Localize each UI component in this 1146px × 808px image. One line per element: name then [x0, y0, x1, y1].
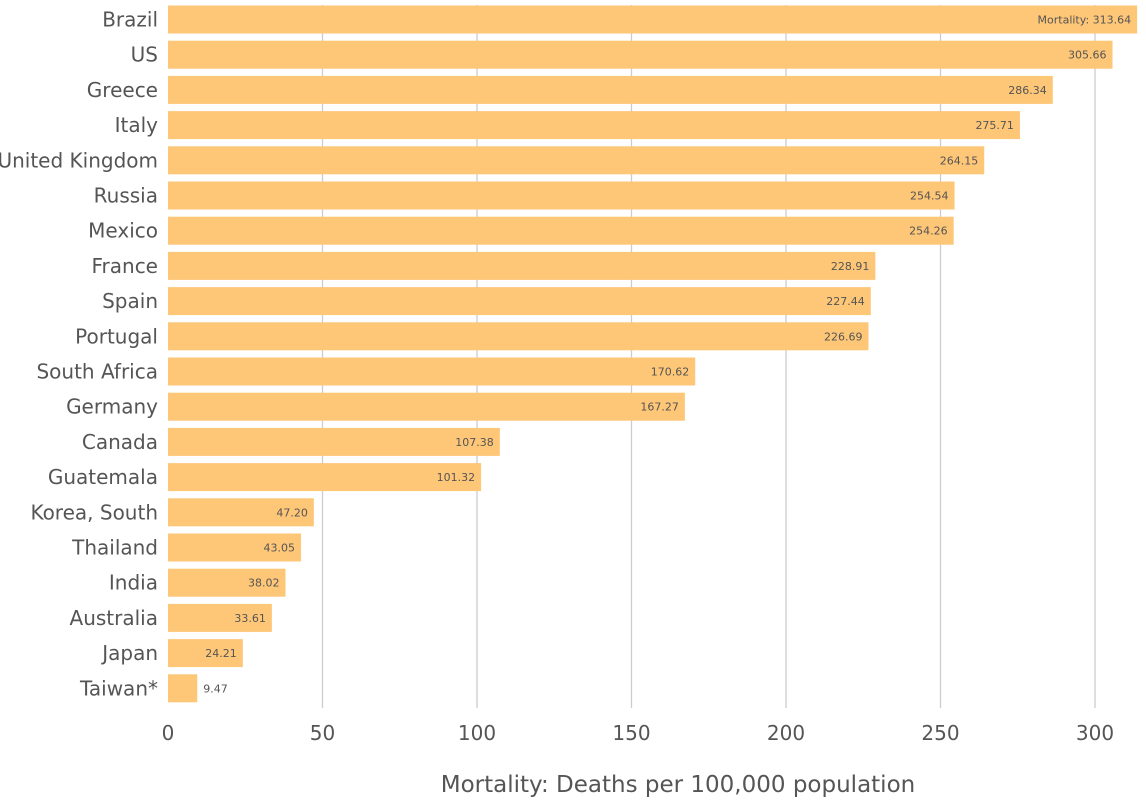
category-label: Australia: [70, 606, 158, 630]
category-label: Korea, South: [30, 500, 158, 524]
x-tick-label: 100: [458, 721, 496, 745]
category-label: Spain: [102, 289, 158, 313]
value-label: 275.71: [975, 119, 1014, 132]
category-label: Brazil: [102, 8, 158, 32]
value-label: 47.20: [276, 506, 308, 519]
value-label: 286.34: [1008, 84, 1047, 97]
value-label: 226.69: [824, 330, 863, 343]
bar[interactable]: [168, 463, 482, 492]
value-label: 24.21: [205, 647, 237, 660]
bars: [168, 5, 1138, 703]
bar[interactable]: [168, 357, 696, 386]
bar[interactable]: [168, 322, 869, 351]
bar[interactable]: [168, 216, 954, 245]
value-label: 305.66: [1068, 49, 1107, 62]
value-label: 254.26: [909, 225, 948, 238]
category-label: Russia: [94, 184, 158, 208]
category-label: Japan: [100, 641, 158, 665]
value-label: 38.02: [248, 577, 280, 590]
value-label: 167.27: [640, 401, 679, 414]
value-label: 107.38: [455, 436, 494, 449]
category-label: South Africa: [36, 360, 158, 384]
category-label: Thailand: [71, 536, 158, 560]
x-tick-label: 50: [310, 721, 335, 745]
category-label: India: [109, 571, 158, 595]
category-label: Italy: [115, 113, 159, 137]
value-label: 170.62: [651, 366, 690, 379]
bar[interactable]: [168, 287, 871, 316]
value-label: 101.32: [437, 471, 476, 484]
x-axis-ticks: 0 50 100 150 200 250 300: [162, 721, 1114, 745]
value-label: 254.54: [910, 190, 949, 203]
category-label: United Kingdom: [0, 148, 158, 172]
value-labels: Mortality: 313.64 305.66 286.34 275.71 264.1…: [203, 14, 1131, 696]
value-label: 9.47: [203, 682, 228, 695]
value-label: 33.61: [234, 612, 266, 625]
value-label: 264.15: [940, 154, 979, 167]
x-tick-label: 250: [921, 721, 959, 745]
bar[interactable]: [168, 639, 243, 668]
bar[interactable]: [168, 5, 1138, 34]
bar[interactable]: [168, 75, 1053, 104]
category-label: France: [91, 254, 158, 278]
category-label: US: [131, 43, 158, 67]
bar[interactable]: [168, 568, 286, 597]
category-label: Germany: [66, 395, 158, 419]
x-axis-title: Mortality: Deaths per 100,000 population: [441, 772, 915, 798]
x-tick-label: 150: [612, 721, 650, 745]
category-label: Canada: [82, 430, 158, 454]
x-tick-label: 0: [162, 721, 175, 745]
bar[interactable]: [168, 392, 685, 421]
bar[interactable]: [168, 603, 272, 632]
bar[interactable]: [168, 674, 198, 703]
bar[interactable]: [168, 181, 955, 210]
bar[interactable]: [168, 498, 314, 527]
bar[interactable]: [168, 251, 876, 280]
value-label: Mortality: 313.64: [1038, 14, 1132, 27]
value-label: 227.44: [826, 295, 865, 308]
bar[interactable]: [168, 533, 302, 562]
category-label: Greece: [87, 78, 158, 102]
grid-lines: [321, 5, 1096, 708]
category-label: Taiwan*: [79, 676, 158, 700]
bar[interactable]: [168, 40, 1113, 69]
category-label: Guatemala: [48, 465, 158, 489]
value-label: 43.05: [264, 542, 296, 555]
value-label: 228.91: [831, 260, 870, 273]
category-label: Portugal: [75, 324, 158, 348]
x-tick-label: 300: [1076, 721, 1114, 745]
bar[interactable]: [168, 146, 985, 175]
x-tick-label: 200: [767, 721, 805, 745]
category-labels: Brazil US Greece Italy United Kingdom Russia M…: [0, 8, 158, 701]
bar[interactable]: [168, 111, 1020, 140]
category-label: Mexico: [88, 219, 158, 243]
bar[interactable]: [168, 427, 500, 456]
